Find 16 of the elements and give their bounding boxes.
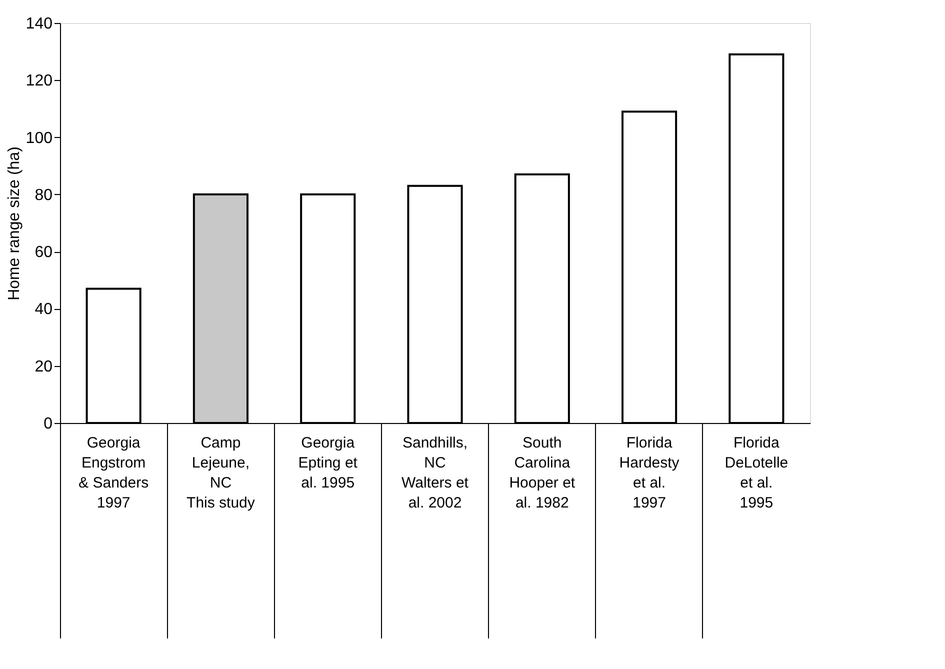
x-tick-label: South Carolina Hooper et al. 1982 (509, 434, 576, 512)
x-tick-label: Camp Lejeune, NC This study (186, 434, 256, 512)
y-axis-title: Home range size (ha) (6, 146, 23, 300)
y-tick-label: 120 (26, 72, 53, 90)
y-tick-label: 0 (44, 416, 53, 432)
y-tick-label: 60 (34, 244, 53, 262)
y-tick-label: 100 (26, 130, 53, 147)
x-tick-label: Georgia Epting et al. 1995 (298, 434, 358, 492)
x-tick-label: Sandhills, NC Walters et al. 2002 (402, 434, 470, 512)
x-tick-label: Florida DeLotelle et al. 1995 (724, 434, 788, 512)
y-tick-label: 80 (34, 186, 53, 204)
y-tick-label: 40 (34, 301, 53, 318)
y-tick-label: 20 (34, 358, 53, 376)
y-tick-label: 140 (26, 16, 53, 32)
x-tick-label: Georgia Engstrom & Sanders 1997 (78, 434, 149, 512)
x-tick-label: Florida Hardesty et al. 1997 (619, 434, 680, 512)
